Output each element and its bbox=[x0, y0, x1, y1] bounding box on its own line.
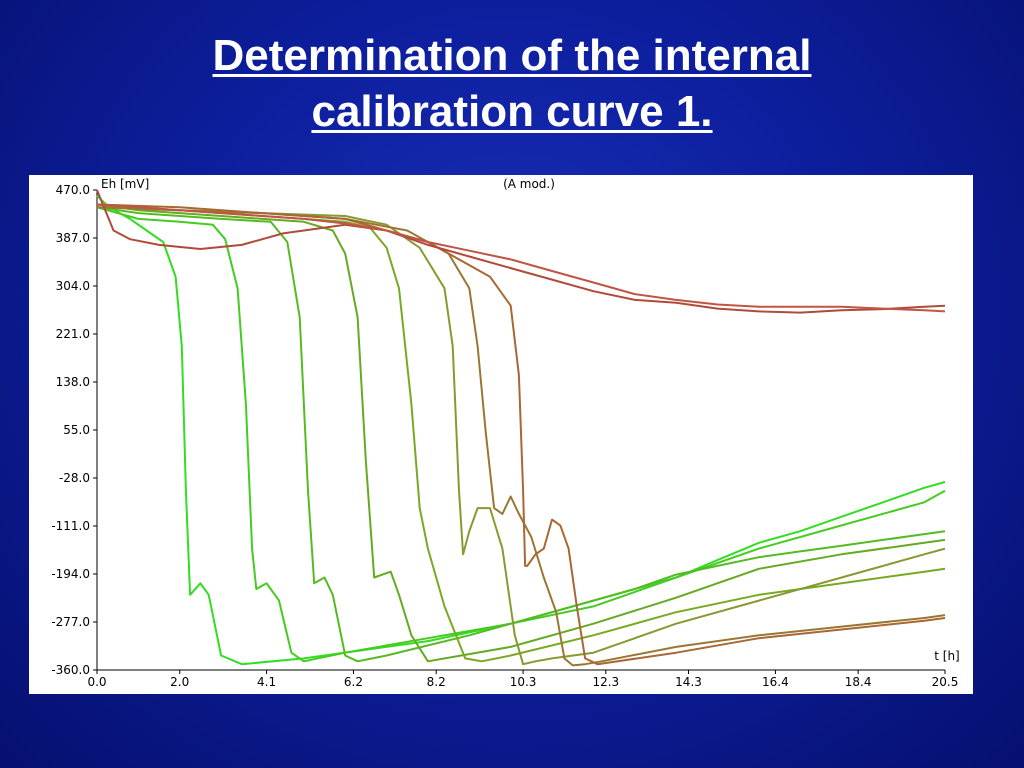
y-tick-label: 387.0 bbox=[56, 231, 90, 245]
series-line-10 bbox=[96, 203, 946, 313]
y-tick-label: 55.0 bbox=[63, 423, 90, 437]
x-tick-label: 16.4 bbox=[762, 675, 789, 689]
y-tick-label: 470.0 bbox=[56, 183, 90, 197]
chart-labels: 470.0 387.0 304.0 221.0 138.0 55.0 -28.0 -111.0… bbox=[51, 177, 959, 689]
series-line-2 bbox=[96, 206, 946, 663]
x-tick-label: 2.0 bbox=[170, 675, 189, 689]
calibration-chart: 470.0 387.0 304.0 221.0 138.0 55.0 -28.0 -111.0… bbox=[51, 177, 959, 689]
y-tick-label: -277.0 bbox=[51, 615, 90, 629]
chart-axes bbox=[93, 189, 946, 674]
series-line-8 bbox=[96, 203, 946, 666]
x-tick-label: 6.2 bbox=[344, 675, 363, 689]
y-tick-label: -28.0 bbox=[59, 471, 90, 485]
x-tick-label: 8.2 bbox=[427, 675, 446, 689]
series-line-4 bbox=[96, 203, 946, 663]
x-tick-label: 10.3 bbox=[510, 675, 537, 689]
x-axis-label: t [h] bbox=[934, 649, 960, 663]
title-line-2: calibration curve 1. bbox=[311, 87, 713, 136]
series-line-1 bbox=[96, 195, 946, 666]
x-tick-label: 18.4 bbox=[845, 675, 872, 689]
y-tick-label: -194.0 bbox=[51, 567, 90, 581]
chart-panel: 470.0 387.0 304.0 221.0 138.0 55.0 -28.0 -111.0… bbox=[29, 175, 973, 694]
y-tick-label: 304.0 bbox=[56, 279, 90, 293]
x-tick-label: 0.0 bbox=[87, 675, 106, 689]
y-tick-label: 138.0 bbox=[56, 375, 90, 389]
series-line-3 bbox=[96, 206, 946, 663]
y-tick-label: 221.0 bbox=[56, 327, 90, 341]
x-tick-label: 14.3 bbox=[675, 675, 702, 689]
title-line-1: Determination of the internal bbox=[212, 31, 812, 80]
chart-title: (A mod.) bbox=[503, 177, 555, 191]
series-line-6 bbox=[96, 206, 946, 666]
y-tick-label: -111.0 bbox=[51, 519, 90, 533]
series-line-7 bbox=[96, 206, 946, 667]
y-axis-label: Eh [mV] bbox=[101, 177, 149, 191]
x-tick-label: 12.3 bbox=[592, 675, 619, 689]
series-line-9 bbox=[96, 189, 946, 314]
x-tick-label: 4.1 bbox=[257, 675, 276, 689]
x-tick-label: 20.5 bbox=[932, 675, 959, 689]
y-tick-label: -360.0 bbox=[51, 663, 90, 677]
slide-title: Determination of the internal calibratio… bbox=[0, 28, 1024, 140]
chart-series bbox=[96, 189, 946, 667]
